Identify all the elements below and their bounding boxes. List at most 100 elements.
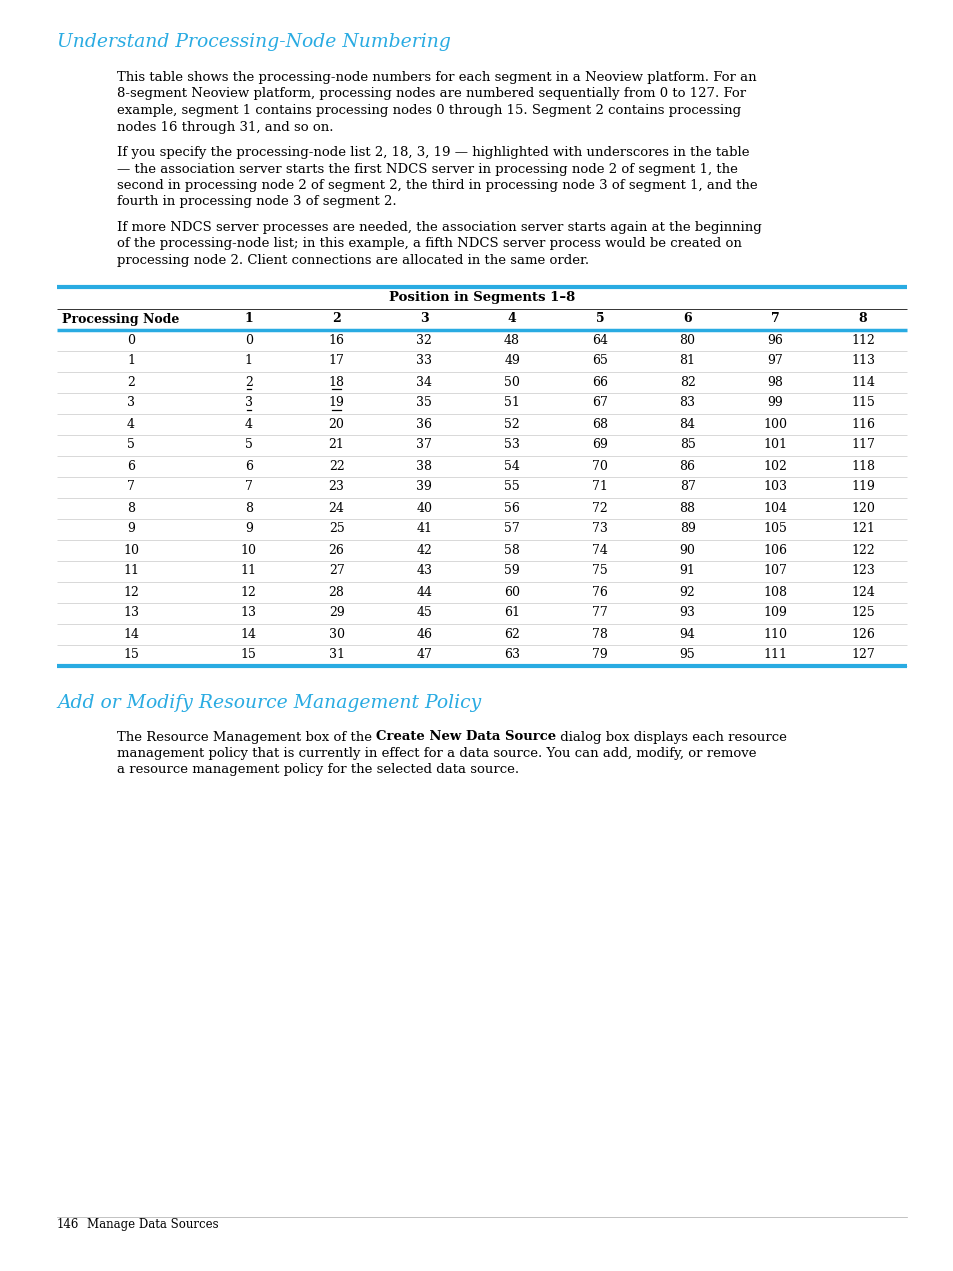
Text: 2: 2 bbox=[332, 313, 340, 325]
Text: 0: 0 bbox=[245, 333, 253, 347]
Text: 37: 37 bbox=[416, 438, 432, 451]
Text: 61: 61 bbox=[503, 606, 519, 619]
Text: 26: 26 bbox=[329, 544, 344, 557]
Text: 101: 101 bbox=[762, 438, 786, 451]
Text: 2: 2 bbox=[245, 375, 253, 389]
Text: 73: 73 bbox=[591, 522, 607, 535]
Text: 62: 62 bbox=[503, 628, 519, 641]
Text: 115: 115 bbox=[850, 397, 874, 409]
Text: 81: 81 bbox=[679, 355, 695, 367]
Text: 8: 8 bbox=[245, 502, 253, 515]
Text: The Resource Management box of the: The Resource Management box of the bbox=[117, 731, 375, 744]
Text: 13: 13 bbox=[240, 606, 256, 619]
Text: 23: 23 bbox=[329, 480, 344, 493]
Text: 5: 5 bbox=[595, 313, 603, 325]
Text: 34: 34 bbox=[416, 375, 432, 389]
Text: 99: 99 bbox=[767, 397, 782, 409]
Text: 19: 19 bbox=[329, 397, 344, 409]
Text: 96: 96 bbox=[766, 333, 782, 347]
Text: 9: 9 bbox=[245, 522, 253, 535]
Text: 3: 3 bbox=[245, 397, 253, 409]
Text: 10: 10 bbox=[123, 544, 139, 557]
Text: Understand Processing-Node Numbering: Understand Processing-Node Numbering bbox=[57, 33, 451, 51]
Text: 106: 106 bbox=[762, 544, 786, 557]
Text: 122: 122 bbox=[850, 544, 874, 557]
Text: 3: 3 bbox=[127, 397, 135, 409]
Text: 126: 126 bbox=[850, 628, 874, 641]
Text: 85: 85 bbox=[679, 438, 695, 451]
Text: — the association server starts the first NDCS server in processing node 2 of se: — the association server starts the firs… bbox=[117, 163, 737, 175]
Text: 17: 17 bbox=[329, 355, 344, 367]
Text: 90: 90 bbox=[679, 544, 695, 557]
Text: 29: 29 bbox=[329, 606, 344, 619]
Text: 60: 60 bbox=[503, 586, 519, 599]
Text: 27: 27 bbox=[329, 564, 344, 577]
Text: 103: 103 bbox=[762, 480, 786, 493]
Text: 74: 74 bbox=[591, 544, 607, 557]
Text: 64: 64 bbox=[591, 333, 607, 347]
Text: 89: 89 bbox=[679, 522, 695, 535]
Text: 93: 93 bbox=[679, 606, 695, 619]
Text: 11: 11 bbox=[240, 564, 256, 577]
Text: 8: 8 bbox=[127, 502, 135, 515]
Text: 6: 6 bbox=[127, 460, 135, 473]
Text: 118: 118 bbox=[850, 460, 874, 473]
Text: 110: 110 bbox=[762, 628, 786, 641]
Text: 15: 15 bbox=[241, 648, 256, 661]
Text: If you specify the processing-node list 2, 18, 3, 19 — highlighted with undersco: If you specify the processing-node list … bbox=[117, 146, 749, 159]
Text: 80: 80 bbox=[679, 333, 695, 347]
Text: 8: 8 bbox=[858, 313, 866, 325]
Text: 127: 127 bbox=[850, 648, 874, 661]
Text: 146: 146 bbox=[57, 1218, 79, 1232]
Text: 104: 104 bbox=[762, 502, 786, 515]
Text: 125: 125 bbox=[850, 606, 874, 619]
Text: 120: 120 bbox=[850, 502, 874, 515]
Text: second in processing node 2 of segment 2, the third in processing node 3 of segm: second in processing node 2 of segment 2… bbox=[117, 179, 757, 192]
Text: 66: 66 bbox=[591, 375, 607, 389]
Text: 65: 65 bbox=[591, 355, 607, 367]
Text: 121: 121 bbox=[850, 522, 874, 535]
Text: nodes 16 through 31, and so on.: nodes 16 through 31, and so on. bbox=[117, 121, 334, 133]
Text: 68: 68 bbox=[591, 417, 607, 431]
Text: 2: 2 bbox=[127, 375, 134, 389]
Text: 72: 72 bbox=[592, 502, 607, 515]
Text: 4: 4 bbox=[507, 313, 516, 325]
Text: 124: 124 bbox=[850, 586, 874, 599]
Text: 7: 7 bbox=[245, 480, 253, 493]
Text: fourth in processing node 3 of segment 2.: fourth in processing node 3 of segment 2… bbox=[117, 196, 396, 208]
Text: 4: 4 bbox=[127, 417, 135, 431]
Text: 5: 5 bbox=[245, 438, 253, 451]
Text: 67: 67 bbox=[591, 397, 607, 409]
Text: 13: 13 bbox=[123, 606, 139, 619]
Text: 83: 83 bbox=[679, 397, 695, 409]
Text: 56: 56 bbox=[503, 502, 519, 515]
Text: 39: 39 bbox=[416, 480, 432, 493]
Text: 57: 57 bbox=[504, 522, 519, 535]
Text: 113: 113 bbox=[850, 355, 874, 367]
Text: 25: 25 bbox=[329, 522, 344, 535]
Text: 12: 12 bbox=[241, 586, 256, 599]
Text: 51: 51 bbox=[503, 397, 519, 409]
Text: 50: 50 bbox=[503, 375, 519, 389]
Text: 35: 35 bbox=[416, 397, 432, 409]
Text: 86: 86 bbox=[679, 460, 695, 473]
Text: 48: 48 bbox=[503, 333, 519, 347]
Text: 69: 69 bbox=[591, 438, 607, 451]
Text: Manage Data Sources: Manage Data Sources bbox=[87, 1218, 218, 1232]
Text: 76: 76 bbox=[591, 586, 607, 599]
Text: 8-segment Neoview platform, processing nodes are numbered sequentially from 0 to: 8-segment Neoview platform, processing n… bbox=[117, 88, 745, 100]
Text: 109: 109 bbox=[762, 606, 786, 619]
Text: 114: 114 bbox=[850, 375, 874, 389]
Text: 12: 12 bbox=[123, 586, 139, 599]
Text: 58: 58 bbox=[503, 544, 519, 557]
Text: This table shows the processing-node numbers for each segment in a Neoview platf: This table shows the processing-node num… bbox=[117, 71, 756, 84]
Text: 77: 77 bbox=[592, 606, 607, 619]
Text: Create New Data Source: Create New Data Source bbox=[375, 731, 556, 744]
Text: 47: 47 bbox=[416, 648, 432, 661]
Text: 88: 88 bbox=[679, 502, 695, 515]
Text: 42: 42 bbox=[416, 544, 432, 557]
Text: 11: 11 bbox=[123, 564, 139, 577]
Text: 45: 45 bbox=[416, 606, 432, 619]
Text: 119: 119 bbox=[850, 480, 874, 493]
Text: 100: 100 bbox=[762, 417, 786, 431]
